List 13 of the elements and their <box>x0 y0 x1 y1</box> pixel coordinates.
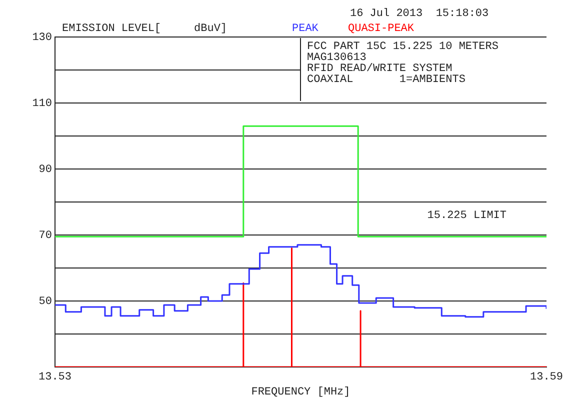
series-label: 15.225 LIMIT <box>427 210 507 222</box>
y-tick-label: 50 <box>38 296 52 308</box>
text: PEAK <box>292 23 318 35</box>
y-tick-label: 90 <box>38 164 52 176</box>
y-tick-label: 110 <box>32 98 52 110</box>
x-tick-label: 13.53 <box>38 372 72 384</box>
text: QUASI-PEAK <box>348 23 414 35</box>
text: 16 Jul 2013 15:18:03 <box>350 8 489 20</box>
y-tick-label: 70 <box>38 230 52 242</box>
y-tick-label: 130 <box>32 32 52 44</box>
x-tick-label: 13.59 <box>530 372 564 384</box>
y-axis-title: EMISSION LEVEL[ dBuV] <box>62 23 228 35</box>
x-axis-title: FREQUENCY [MHz] <box>251 386 350 398</box>
